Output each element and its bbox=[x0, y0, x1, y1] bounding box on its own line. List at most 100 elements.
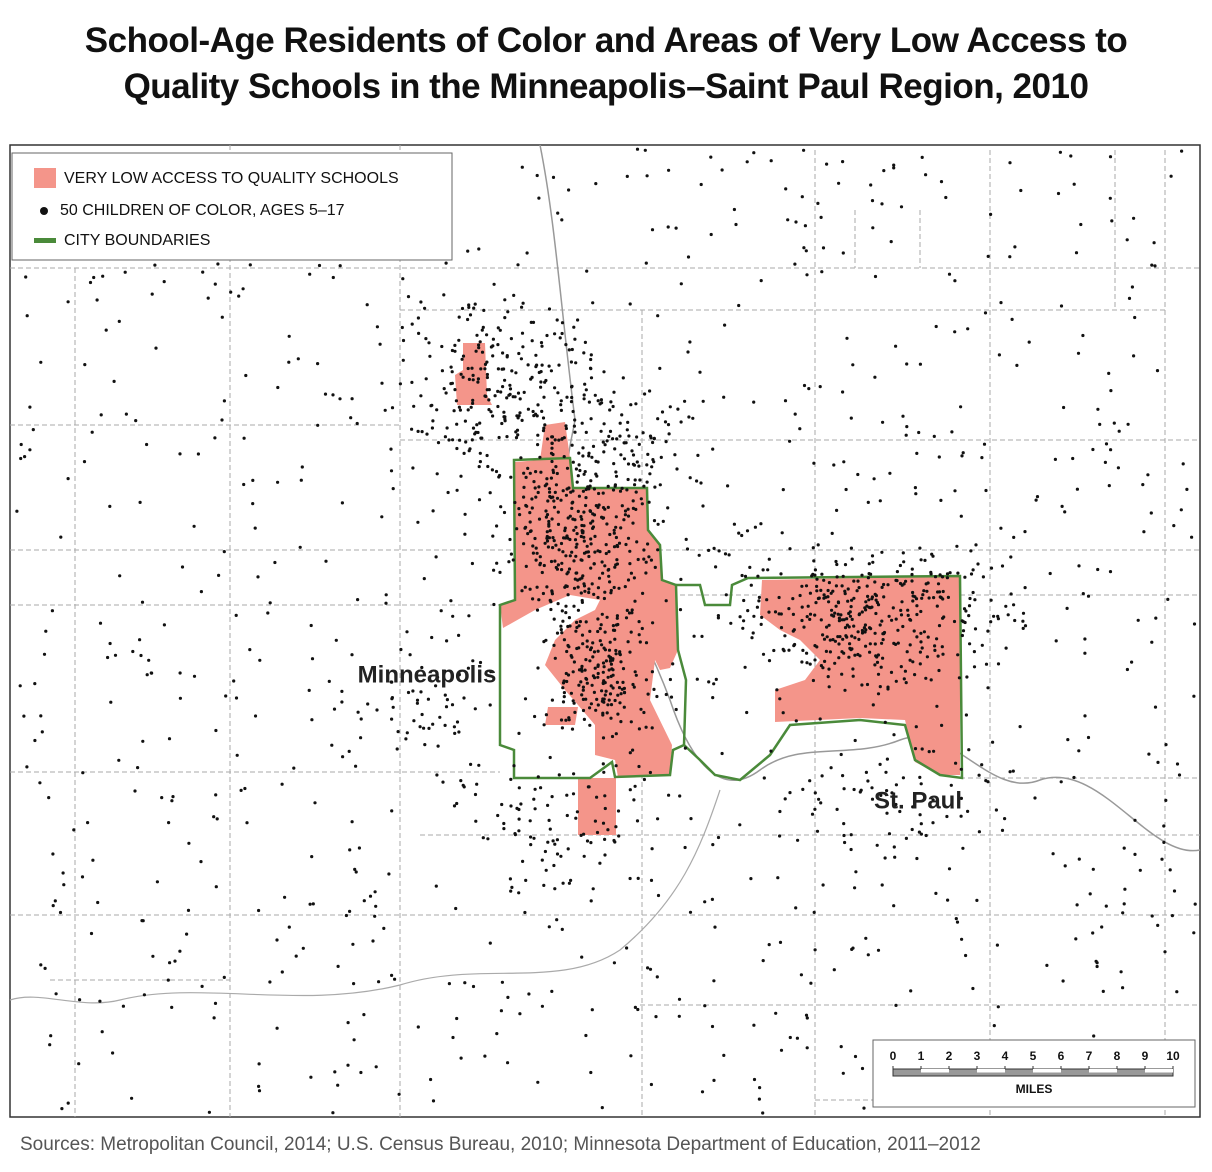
dot bbox=[467, 614, 471, 618]
dot bbox=[359, 717, 363, 721]
dot bbox=[80, 875, 85, 879]
dot bbox=[645, 174, 649, 178]
dot bbox=[714, 677, 718, 682]
dot bbox=[416, 316, 420, 320]
dot bbox=[874, 598, 878, 602]
city-boundary bbox=[676, 574, 964, 782]
dot bbox=[1021, 626, 1025, 631]
dot bbox=[518, 513, 522, 517]
dot bbox=[523, 697, 528, 701]
dot bbox=[813, 948, 817, 952]
dot bbox=[118, 574, 122, 578]
dot bbox=[598, 627, 602, 631]
dot bbox=[509, 337, 513, 341]
dot bbox=[559, 541, 564, 546]
dot bbox=[503, 415, 507, 419]
dot bbox=[1177, 773, 1182, 777]
dot bbox=[460, 306, 465, 311]
dot bbox=[1150, 640, 1154, 644]
dot bbox=[1009, 592, 1013, 596]
dot bbox=[570, 501, 574, 505]
dot bbox=[946, 898, 950, 902]
dot bbox=[1132, 354, 1136, 358]
dot bbox=[811, 678, 816, 683]
dot bbox=[537, 485, 541, 489]
dot bbox=[591, 512, 595, 516]
dot bbox=[537, 196, 541, 200]
dot bbox=[569, 878, 573, 883]
dot bbox=[390, 973, 394, 978]
dot bbox=[623, 513, 628, 517]
dot bbox=[582, 717, 587, 722]
dot bbox=[841, 574, 845, 578]
dot bbox=[687, 415, 691, 419]
dot bbox=[959, 814, 963, 818]
dot bbox=[729, 621, 733, 625]
dot bbox=[619, 720, 623, 724]
dot bbox=[840, 650, 844, 654]
dot bbox=[1156, 760, 1160, 765]
dot bbox=[390, 406, 395, 410]
dot bbox=[551, 452, 555, 457]
dot bbox=[698, 370, 702, 374]
dot bbox=[815, 589, 819, 593]
dot bbox=[603, 806, 607, 811]
dot bbox=[1116, 466, 1120, 470]
dot bbox=[490, 468, 494, 472]
dot bbox=[853, 886, 857, 890]
dot bbox=[307, 688, 311, 693]
dot bbox=[695, 479, 699, 483]
dot bbox=[712, 682, 716, 686]
dot bbox=[572, 772, 576, 776]
dot bbox=[666, 423, 671, 427]
dot bbox=[577, 463, 581, 467]
dot bbox=[939, 180, 944, 184]
dot bbox=[551, 546, 555, 550]
dot bbox=[22, 714, 26, 718]
dot bbox=[745, 710, 749, 715]
dot bbox=[476, 430, 480, 435]
dot bbox=[478, 421, 482, 425]
dot bbox=[832, 614, 836, 618]
dot bbox=[580, 667, 584, 671]
dot bbox=[426, 697, 430, 701]
dot bbox=[498, 328, 502, 332]
dot bbox=[346, 1021, 350, 1025]
dot bbox=[545, 333, 549, 338]
dot bbox=[1185, 487, 1189, 491]
dot bbox=[496, 404, 500, 409]
dot bbox=[429, 404, 433, 408]
dot bbox=[700, 1090, 705, 1094]
dot bbox=[528, 520, 532, 524]
dot bbox=[1125, 667, 1129, 672]
dot bbox=[459, 1056, 463, 1060]
dot bbox=[482, 308, 486, 312]
dot bbox=[500, 802, 504, 807]
dot bbox=[1086, 735, 1091, 740]
dot bbox=[991, 740, 995, 744]
dot bbox=[942, 615, 946, 619]
dot bbox=[930, 552, 934, 556]
dot bbox=[1112, 421, 1116, 425]
dot bbox=[253, 714, 258, 718]
dot bbox=[572, 604, 576, 608]
dot bbox=[544, 515, 549, 519]
dot bbox=[523, 526, 527, 530]
dot bbox=[900, 583, 904, 587]
dot bbox=[660, 410, 665, 414]
dot bbox=[626, 640, 630, 644]
dot bbox=[471, 398, 475, 402]
dot bbox=[646, 452, 650, 456]
dot bbox=[941, 589, 945, 594]
dot bbox=[555, 567, 560, 571]
dot bbox=[299, 478, 303, 482]
dot bbox=[620, 413, 624, 417]
dot bbox=[1003, 817, 1007, 821]
dot bbox=[570, 384, 574, 388]
dot bbox=[651, 440, 655, 445]
dot bbox=[574, 816, 578, 820]
dot bbox=[752, 1077, 757, 1082]
dot bbox=[589, 521, 593, 525]
dot bbox=[852, 579, 856, 583]
dot bbox=[922, 589, 926, 593]
